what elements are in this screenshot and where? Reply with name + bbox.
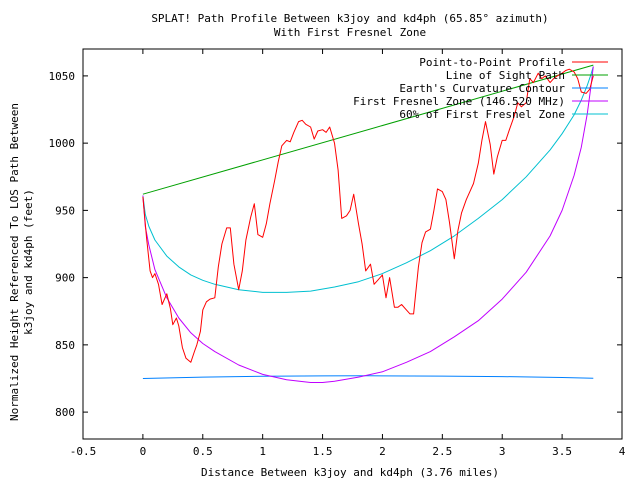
x-tick-label: 4 (619, 445, 626, 458)
legend-label: Line of Sight Path (446, 69, 565, 82)
x-tick-label: 2 (379, 445, 386, 458)
y-tick-label: 850 (55, 339, 75, 352)
x-tick-label: 1.5 (313, 445, 333, 458)
title-line-2: With First Fresnel Zone (274, 26, 426, 39)
plot-frame (82, 48, 623, 440)
series-line-1 (142, 64, 594, 195)
series-line-4 (142, 66, 594, 293)
series-lines (142, 64, 594, 383)
legend-label: Point-to-Point Profile (419, 56, 565, 69)
y-tick-label: 1050 (49, 70, 76, 83)
x-tick-label: 2.5 (432, 445, 452, 458)
y-axis-label-line-2: k3joy and kd4ph (feet) (22, 189, 35, 335)
y-tick-label: 1000 (49, 137, 76, 150)
axis-ticks: -0.5 0 0.5 1 1.5 2 2.5 3 3.5 4 800 850 900 950 1000 105… (49, 49, 626, 458)
x-tick-label: 3.5 (552, 445, 572, 458)
legend-label: Earth's Curvature Contour (399, 82, 565, 95)
legend-label: First Fresnel Zone (146.520 MHz) (353, 95, 565, 108)
x-tick-label: 0.5 (193, 445, 213, 458)
x-tick-label: 0 (140, 445, 147, 458)
y-tick-label: 800 (55, 406, 75, 419)
x-tick-label: -0.5 (70, 445, 97, 458)
x-tick-label: 3 (499, 445, 506, 458)
y-axis-label-line-1: Normalized Height Referenced To LOS Path… (8, 103, 21, 421)
x-axis-label: Distance Between k3joy and kd4ph (3.76 m… (201, 466, 499, 479)
y-tick-label: 900 (55, 272, 75, 285)
series-line-2 (142, 375, 594, 379)
series-line-3 (142, 66, 594, 383)
chart-title: SPLAT! Path Profile Between k3joy and kd… (151, 12, 548, 39)
legend-label: 60% of First Fresnel Zone (399, 108, 565, 121)
y-tick-label: 950 (55, 204, 75, 217)
title-line-1: SPLAT! Path Profile Between k3joy and kd… (151, 12, 548, 25)
series-line-0 (142, 68, 594, 363)
y-axis-label: Normalized Height Referenced To LOS Path… (8, 103, 35, 421)
x-tick-label: 1 (259, 445, 266, 458)
